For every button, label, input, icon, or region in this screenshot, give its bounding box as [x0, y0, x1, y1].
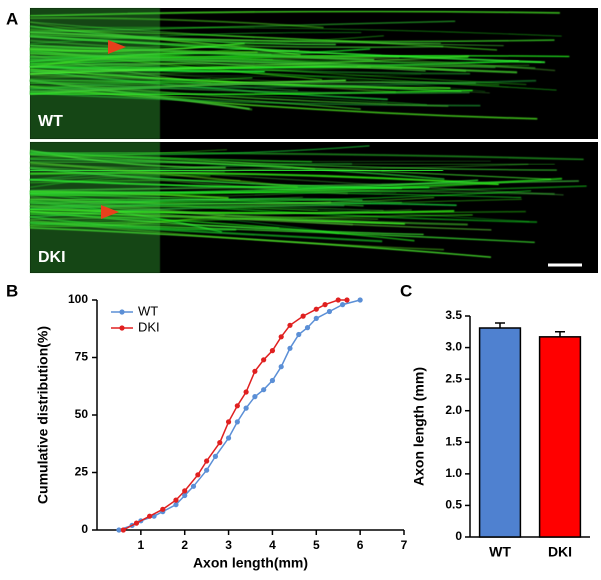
point — [182, 488, 188, 494]
x-tick-label: 7 — [401, 538, 408, 552]
y-tick-label: 25 — [75, 465, 89, 479]
point — [252, 368, 258, 374]
point — [204, 467, 210, 473]
y-tick-label: 3.5 — [445, 308, 462, 322]
point — [300, 313, 306, 319]
x-tick-label: 3 — [225, 538, 232, 552]
point — [212, 453, 219, 459]
arrowhead — [101, 205, 119, 219]
y-tick-label: 0 — [455, 529, 462, 543]
point — [147, 513, 153, 519]
point — [340, 302, 346, 308]
point — [296, 331, 302, 338]
point — [182, 492, 188, 499]
point — [269, 377, 276, 384]
bar — [478, 327, 522, 538]
point — [335, 297, 341, 303]
point — [261, 387, 267, 393]
point — [313, 315, 319, 321]
y-tick-label: 0 — [81, 522, 88, 536]
point — [287, 322, 293, 328]
series-line — [122, 299, 347, 531]
error-bar — [495, 322, 505, 328]
point — [344, 297, 350, 303]
panel-label: B — [6, 281, 18, 300]
image-label: DKI — [38, 249, 66, 266]
image-label: WT — [38, 113, 63, 130]
point — [160, 506, 166, 512]
bar — [538, 336, 582, 538]
x-tick-label: 5 — [313, 538, 320, 552]
point — [304, 325, 311, 331]
x-tick-label: DKI — [548, 544, 572, 560]
fibers — [29, 8, 587, 273]
point — [234, 419, 240, 425]
point — [278, 334, 284, 340]
point — [217, 440, 223, 446]
panel-label: A — [6, 9, 18, 28]
point — [173, 497, 179, 503]
y-tick-label: 1.5 — [445, 434, 462, 448]
arrowhead — [108, 40, 126, 54]
y-tick-label: 0.5 — [445, 498, 462, 512]
point — [278, 364, 284, 370]
y-axis-label: Cumulative distribution(%) — [35, 326, 51, 504]
y-tick-label: 2.5 — [445, 371, 462, 385]
point — [225, 419, 232, 425]
panel-label: C — [400, 281, 412, 300]
point — [120, 527, 126, 533]
error-bar — [555, 331, 565, 337]
point — [322, 302, 328, 308]
point — [243, 389, 249, 395]
point — [116, 527, 122, 533]
point — [195, 472, 201, 478]
legend-marker — [119, 309, 125, 315]
legend-label: DKI — [138, 319, 160, 334]
point — [190, 483, 197, 489]
x-axis-label: Axon length(mm) — [193, 555, 308, 571]
legend-marker — [119, 325, 125, 331]
y-tick-label: 75 — [75, 350, 89, 364]
legend-label: WT — [138, 303, 158, 318]
point — [133, 520, 140, 526]
x-tick-label: 6 — [357, 538, 364, 552]
y-tick-label: 3.0 — [445, 340, 462, 354]
point — [252, 394, 258, 400]
y-tick-label: 50 — [75, 407, 89, 421]
point — [173, 502, 179, 508]
y-tick-label: 100 — [68, 292, 88, 306]
x-tick-label: 1 — [138, 538, 145, 552]
point — [204, 458, 210, 464]
point — [225, 435, 232, 441]
point — [357, 297, 363, 303]
point — [269, 348, 276, 354]
point — [326, 308, 333, 315]
x-tick-label: 4 — [269, 538, 276, 552]
x-tick-label: WT — [489, 544, 511, 560]
point — [287, 345, 293, 351]
series-line — [118, 299, 361, 531]
x-tick-label: 2 — [181, 538, 188, 552]
point — [234, 403, 240, 409]
y-axis-label: Axon length (mm) — [411, 367, 427, 486]
glow-region — [30, 8, 160, 139]
glow-region — [30, 142, 160, 273]
point — [243, 405, 249, 411]
y-tick-label: 1.0 — [445, 466, 462, 480]
y-tick-label: 2.0 — [445, 403, 462, 417]
point — [313, 306, 319, 312]
point — [261, 357, 267, 363]
